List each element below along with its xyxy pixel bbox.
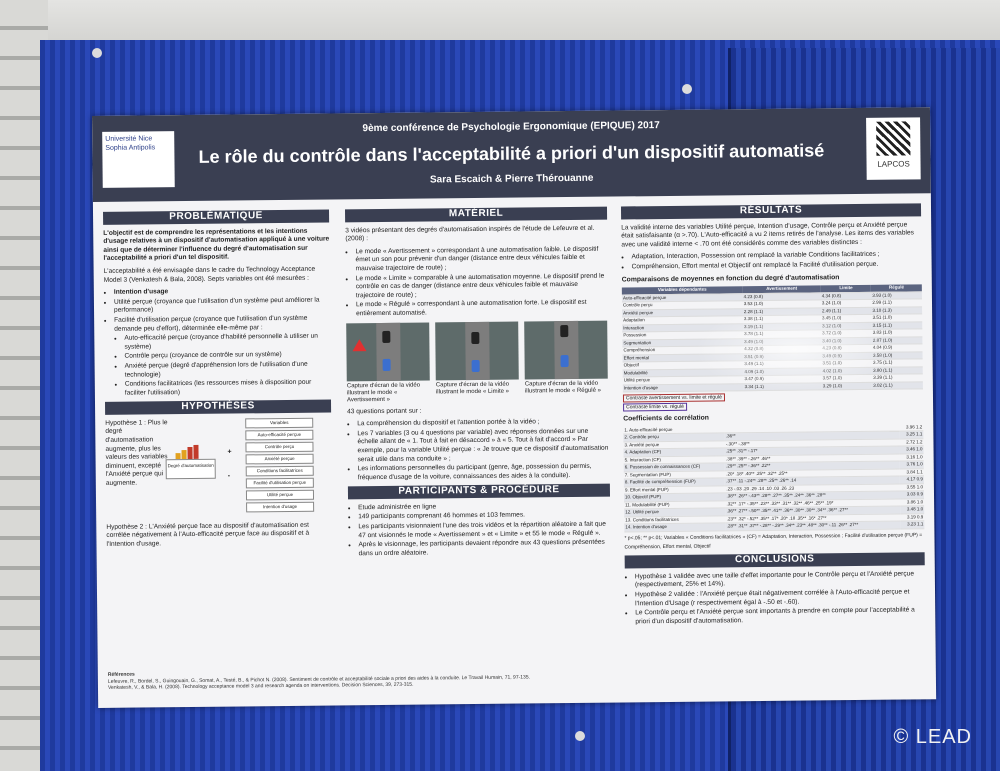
list-item: Conditions facilitatrices (les ressource… <box>125 379 331 398</box>
list-item: Après le visionnage, les participants de… <box>358 539 610 559</box>
table-cell: 3.55 1.0 <box>899 483 924 492</box>
column-right: RÉSULTATS La validité interne des variab… <box>620 203 926 630</box>
table-cell: 2.72 1.2 <box>899 438 924 447</box>
list-item: Hypothèse 1 validée avec une taille d'ef… <box>635 570 925 590</box>
list-item: Compréhension, Effort mental et Objectif… <box>632 260 922 272</box>
diagram-box: Conditions facilitatrices <box>245 465 314 477</box>
section-heading-resultats: RÉSULTATS <box>620 203 922 220</box>
video-capture: Capture d'écran de la vidéo illustrant l… <box>346 322 430 404</box>
table-cell: 3.23 1.1 <box>900 521 925 529</box>
table-cell: 3.96 1.2 <box>899 424 924 432</box>
lab-logo-graphic <box>876 121 911 156</box>
list-item: Facilité d'utilisation perçue (croyance … <box>114 314 330 333</box>
list-item: Le mode « Régulé » correspondant à une a… <box>356 299 608 319</box>
section-heading-hypotheses: HYPOTHÈSES <box>104 399 332 415</box>
diagram-box: Variables <box>245 417 314 429</box>
table-cell: .28** .31** .37** -.28** -.29** .34** .2… <box>725 521 901 531</box>
list-item: Les 7 variables (3 ou 4 questions par va… <box>357 427 609 464</box>
bar-icon <box>175 444 199 460</box>
video-screenshots: Capture d'écran de la vidéo illustrant l… <box>346 320 609 404</box>
minus-sign: - <box>227 472 231 480</box>
means-table-title: Comparaisons de moyennes en fonction du … <box>621 273 840 284</box>
problematique-intro: L'objectif est de comprendre les représe… <box>103 227 330 263</box>
pin <box>575 731 585 741</box>
scientific-poster: Université Nice Sophia Antipolis 9ème co… <box>92 107 937 708</box>
video-caption: Capture d'écran de la vidéo illustrant l… <box>435 381 510 395</box>
list-item: Hypothèse 2 validée : l'Anxiété perçue é… <box>635 588 925 608</box>
references: Références Lefeuvre, R., Bordel, S., Gui… <box>108 667 608 692</box>
diagram-box: Facilité d'utilisation perçue <box>245 477 314 489</box>
section-heading-materiel: MATÉRIEL <box>344 206 608 222</box>
video-capture-image <box>435 321 519 380</box>
video-capture: Capture d'écran de la vidéo illustrant l… <box>435 321 519 403</box>
diagram-box: Anxiété perçue <box>245 453 314 465</box>
list-item: Auto-efficacité perçue (croyance d'habil… <box>124 333 330 352</box>
list-item: Le Contrôle perçu et l'Anxiété perçue so… <box>635 606 925 626</box>
legend-item: Contraste limite vs. régulé <box>623 402 687 412</box>
conclusions-list: Hypothèse 1 validée avec une taille d'ef… <box>625 570 926 627</box>
table-cell: 3.16 1.0 <box>899 453 924 462</box>
diagram-box: Auto-efficacité perçue <box>245 429 314 441</box>
hypothesis-2: Hypothèse 2 : L'Anxiété perçue face au d… <box>106 521 310 548</box>
section-heading-problematique: PROBLÉMATIQUE <box>103 209 330 225</box>
lab-logo: LAPCOS <box>866 117 921 180</box>
poster-authors: Sara Escaich & Pierre Thérouanne <box>429 172 594 186</box>
questions-list: La compréhension du dispositif et l'atte… <box>347 418 610 483</box>
resultats-bullets: Adaptation, Interaction, Possession ont … <box>621 251 921 272</box>
lab-logo-text: LAPCOS <box>877 159 910 169</box>
video-capture-image <box>524 320 608 380</box>
video-caption: Capture d'écran de la vidéo illustrant l… <box>524 380 601 395</box>
table-cell: 4.17 0.9 <box>899 476 924 484</box>
correlation-table: 1. Auto-efficacité perçue 3.96 1.2 2. Cont… <box>623 424 925 532</box>
conference-name: 9ème conférence de Psychologie Ergonomiq… <box>362 120 660 135</box>
table-cell: 3.48 1.0 <box>900 506 925 514</box>
pin <box>92 48 102 58</box>
table-cell: 3.25 1.1 <box>899 431 924 439</box>
materiel-intro: 3 vidéos présentant des degrés d'automat… <box>345 224 595 243</box>
list-item: Utilité perçue (croyance que l'utilisati… <box>114 296 330 315</box>
table-cell: 3.19 0.9 <box>900 513 925 522</box>
column-left: PROBLÉMATIQUE L'objectif est de comprend… <box>103 209 333 554</box>
poster-header: Université Nice Sophia Antipolis 9ème co… <box>92 107 931 202</box>
diagram-center-box: Degré d'automatisation <box>165 458 216 480</box>
list-item: Les informations personnelles du partici… <box>358 463 610 483</box>
table-cell: 3.76 1.0 <box>899 461 924 469</box>
light-glare <box>694 303 895 396</box>
diagram-box: Utilité perçue <box>245 489 315 501</box>
problematique-model: L'acceptabilité a été envisagée dans le … <box>103 265 316 284</box>
poster-title: Le rôle du contrôle dans l'acceptabilité… <box>198 140 825 167</box>
list-item: Le mode « Avertissement » correspondant … <box>355 245 607 273</box>
pin <box>682 84 692 94</box>
column-middle: MATÉRIEL 3 vidéos présentant des degrés … <box>344 206 611 563</box>
table-cell: 3.86 1.0 <box>900 498 925 507</box>
video-caption: Capture d'écran de la vidéo illustrant l… <box>346 382 421 403</box>
diagram-box: Intention d'usage <box>246 501 315 513</box>
variables-list: Intention d'usage Utilité perçue (croyan… <box>104 287 331 398</box>
section-heading-conclusions: CONCLUSIONS <box>624 552 925 569</box>
modes-list: Le mode « Avertissement » correspondant … <box>345 245 608 318</box>
list-item: Le mode « Limite » comparable à une auto… <box>356 272 608 300</box>
video-capture: Capture d'écran de la vidéo illustrant l… <box>524 320 608 402</box>
participants-list: Etude administrée en ligne 149 participa… <box>348 501 611 558</box>
diagram-box: Contrôle perçu <box>245 441 314 453</box>
table-cell: 3.03 0.9 <box>900 491 925 499</box>
correlation-table-title: Coefficients de corrélation <box>623 414 709 423</box>
hypothesis-1: Hypothèse 1 : Plus le degré d'automatisa… <box>105 419 168 487</box>
questions-intro: 43 questions portant sur : <box>347 407 422 415</box>
plus-sign: + <box>227 448 232 456</box>
correlation-note: * p<.05; ** p<.01; Variables « Condition… <box>624 532 923 550</box>
watermark: © LEAD <box>893 726 972 748</box>
table-cell: 14. Intention d'usage <box>624 523 726 532</box>
section-heading-participants: PARTICIPANTS & PROCÉDURE <box>347 483 611 500</box>
table-cell: 3.46 1.0 <box>899 446 924 454</box>
resultats-intro: La validité interne des variables Utilit… <box>621 221 914 249</box>
list-item: Les participants visionnaient l'une des … <box>358 521 610 541</box>
table-cell: 3.84 1.1 <box>899 468 924 477</box>
list-item: Anxiété perçue (degré d'appréhension lor… <box>125 360 331 379</box>
video-capture-image <box>346 322 430 381</box>
hypotheses-diagram: Hypothèse 1 : Plus le degré d'automatisa… <box>105 417 332 519</box>
